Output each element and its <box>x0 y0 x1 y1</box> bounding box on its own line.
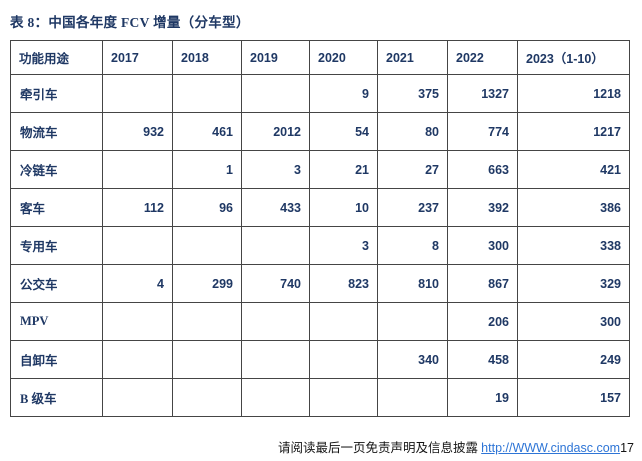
value-cell <box>309 302 378 341</box>
value-cell: 338 <box>517 226 630 265</box>
value-cell: 10 <box>309 188 378 227</box>
page-footer: 请阅读最后一页免责声明及信息披露 http://WWW.cindasc.com1… <box>278 437 634 456</box>
value-cell: 4 <box>102 264 173 303</box>
table-row: B 级车 19 157 <box>10 378 630 417</box>
value-cell <box>102 150 173 189</box>
value-cell <box>102 378 173 417</box>
value-cell: 421 <box>517 150 630 189</box>
value-cell: 458 <box>447 340 518 379</box>
header-row: 功能用途 2017 2018 2019 2020 2021 2022 2023（… <box>10 40 630 75</box>
value-cell <box>241 226 310 265</box>
value-cell: 3 <box>309 226 378 265</box>
value-cell <box>377 302 448 341</box>
value-cell: 8 <box>377 226 448 265</box>
value-cell: 9 <box>309 74 378 113</box>
row-label: 自卸车 <box>10 340 103 379</box>
value-cell: 237 <box>377 188 448 227</box>
disclaimer-text: 请阅读最后一页免责声明及信息披露 <box>278 441 482 455</box>
value-cell: 461 <box>172 112 242 151</box>
row-label: B 级车 <box>10 378 103 417</box>
column-header-2020: 2020 <box>309 40 378 75</box>
table-row: 公交车 4 299 740 823 810 867 329 <box>10 264 630 303</box>
page-number: 17 <box>620 441 634 455</box>
value-cell <box>102 226 173 265</box>
value-cell: 774 <box>447 112 518 151</box>
value-cell: 810 <box>377 264 448 303</box>
value-cell <box>241 302 310 341</box>
row-label: MPV <box>10 302 103 341</box>
value-cell: 1217 <box>517 112 630 151</box>
value-cell: 80 <box>377 112 448 151</box>
value-cell: 663 <box>447 150 518 189</box>
value-cell: 932 <box>102 112 173 151</box>
column-header-2021: 2021 <box>377 40 448 75</box>
value-cell: 96 <box>172 188 242 227</box>
column-header-2022: 2022 <box>447 40 518 75</box>
table-row: 专用车 3 8 300 338 <box>10 226 630 265</box>
table-row: 客车 112 96 433 10 237 392 386 <box>10 188 630 227</box>
value-cell: 299 <box>172 264 242 303</box>
row-label: 公交车 <box>10 264 103 303</box>
disclaimer-link[interactable]: http://WWW.cindasc.com <box>481 441 621 455</box>
value-cell <box>102 340 173 379</box>
row-label: 冷链车 <box>10 150 103 189</box>
value-cell: 249 <box>517 340 630 379</box>
value-cell <box>172 74 242 113</box>
value-cell <box>241 74 310 113</box>
value-cell <box>241 340 310 379</box>
value-cell <box>172 340 242 379</box>
value-cell <box>102 302 173 341</box>
table-row: 牵引车 9 375 1327 1218 <box>10 74 630 113</box>
value-cell: 2012 <box>241 112 310 151</box>
value-cell <box>241 378 310 417</box>
value-cell: 3 <box>241 150 310 189</box>
value-cell: 1327 <box>447 74 518 113</box>
value-cell <box>377 378 448 417</box>
value-cell <box>102 74 173 113</box>
value-cell: 21 <box>309 150 378 189</box>
value-cell: 433 <box>241 188 310 227</box>
value-cell <box>172 378 242 417</box>
value-cell: 157 <box>517 378 630 417</box>
table-title: 表 8：中国各年度 FCV 增量（分车型） <box>10 15 250 30</box>
column-header-2018: 2018 <box>172 40 242 75</box>
value-cell: 1218 <box>517 74 630 113</box>
value-cell: 823 <box>309 264 378 303</box>
fcv-increment-table: 功能用途 2017 2018 2019 2020 2021 2022 2023（… <box>10 40 630 417</box>
value-cell <box>309 340 378 379</box>
row-label: 牵引车 <box>10 74 103 113</box>
table-row: 自卸车 340 458 249 <box>10 340 630 379</box>
value-cell: 1 <box>172 150 242 189</box>
value-cell <box>309 378 378 417</box>
value-cell: 300 <box>447 226 518 265</box>
column-header-2017: 2017 <box>102 40 173 75</box>
table-row: MPV 206 300 <box>10 302 630 341</box>
value-cell <box>172 226 242 265</box>
value-cell: 54 <box>309 112 378 151</box>
row-label: 物流车 <box>10 112 103 151</box>
value-cell: 740 <box>241 264 310 303</box>
value-cell: 19 <box>447 378 518 417</box>
row-label: 专用车 <box>10 226 103 265</box>
column-header-2019: 2019 <box>241 40 310 75</box>
table-row: 物流车 932 461 2012 54 80 774 1217 <box>10 112 630 151</box>
column-header-function: 功能用途 <box>10 40 103 75</box>
value-cell <box>172 302 242 341</box>
value-cell: 867 <box>447 264 518 303</box>
value-cell: 375 <box>377 74 448 113</box>
row-label: 客车 <box>10 188 103 227</box>
table-row: 冷链车 1 3 21 27 663 421 <box>10 150 630 189</box>
value-cell: 300 <box>517 302 630 341</box>
value-cell: 392 <box>447 188 518 227</box>
value-cell: 386 <box>517 188 630 227</box>
column-header-2023: 2023（1-10） <box>517 40 630 75</box>
value-cell: 112 <box>102 188 173 227</box>
value-cell: 206 <box>447 302 518 341</box>
value-cell: 329 <box>517 264 630 303</box>
value-cell: 340 <box>377 340 448 379</box>
value-cell: 27 <box>377 150 448 189</box>
